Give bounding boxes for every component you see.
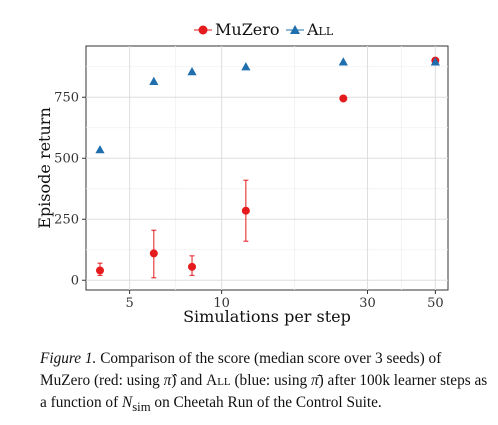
y-tick-label: 750 xyxy=(54,91,79,106)
y-axis-title: Episode return xyxy=(35,107,54,228)
gridlines xyxy=(86,46,448,290)
muzero-point xyxy=(241,206,250,215)
scatter-chart: MuZero All 0 250 500 750 5 10 30 50 Simulations… xyxy=(35,20,449,326)
legend-all-label: All xyxy=(306,20,334,39)
x-tick-label: 50 xyxy=(427,296,444,311)
muzero-point xyxy=(149,249,158,258)
y-tick-label: 0 xyxy=(71,274,79,289)
legend: MuZero All xyxy=(194,20,334,39)
chart-figure: MuZero All 0 250 500 750 5 10 30 50 Simulations… xyxy=(35,20,449,326)
y-tick-label: 500 xyxy=(54,152,79,167)
caption-text-3: (blue: using xyxy=(230,372,311,389)
caption-pi-hat: π̂ xyxy=(163,372,172,389)
caption-text-2: ) and xyxy=(171,372,207,389)
muzero-point xyxy=(188,262,197,271)
caption-pi-bar: π̄ xyxy=(310,372,319,389)
x-tick-label: 30 xyxy=(359,296,376,311)
caption-text-5: on Cheetah Run of the Control Suite. xyxy=(150,394,382,411)
all-point xyxy=(241,62,251,71)
figure-caption: Figure 1. Comparison of the score (media… xyxy=(40,348,488,418)
all-point xyxy=(95,145,105,154)
all-point xyxy=(430,57,440,66)
legend-all-marker xyxy=(290,25,300,34)
data-marks xyxy=(95,56,440,279)
caption-n-subscript: sim xyxy=(132,400,151,415)
all-point xyxy=(187,67,197,76)
caption-figure-label: Figure 1. xyxy=(40,350,97,367)
muzero-point xyxy=(95,266,104,275)
legend-muzero-marker xyxy=(198,25,208,35)
caption-text-4: ) after 100k learner steps as a function… xyxy=(40,372,488,411)
x-tick-label: 5 xyxy=(125,296,133,311)
all-point xyxy=(149,76,159,85)
caption-n-symbol: N xyxy=(121,394,133,411)
legend-muzero-label: MuZero xyxy=(215,20,280,39)
caption-text-1: Comparison of the score (median score ov… xyxy=(40,350,442,389)
muzero-point xyxy=(339,94,348,103)
caption-all-name: All xyxy=(206,372,231,389)
axes: 0 250 500 750 5 10 30 50 xyxy=(54,91,443,311)
y-tick-label: 250 xyxy=(54,213,79,228)
all-point xyxy=(338,57,348,66)
plot-panel xyxy=(85,45,449,291)
x-tick-label: 10 xyxy=(213,296,230,311)
x-axis-title: Simulations per step xyxy=(183,307,351,326)
